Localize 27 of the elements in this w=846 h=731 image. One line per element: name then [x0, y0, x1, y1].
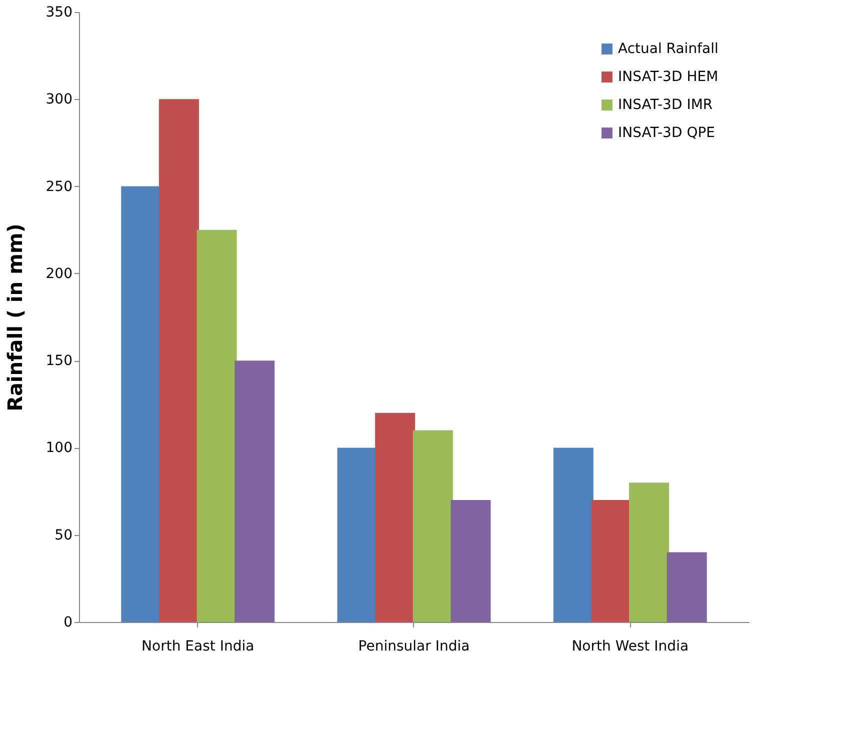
y-axis-title: Rainfall ( in mm): [2, 224, 27, 412]
bar: [196, 230, 237, 622]
y-tick-label: 100: [46, 440, 72, 456]
bar: [591, 500, 632, 622]
bar: [450, 500, 491, 622]
x-tick-label: North East India: [142, 638, 254, 654]
y-tick-label: 50: [54, 527, 72, 544]
y-tick-label: 350: [46, 4, 72, 20]
legend-label: INSAT-3D IMR: [618, 97, 713, 113]
y-tick-label: 300: [46, 92, 72, 108]
bar: [158, 99, 199, 622]
y-tick-label: 0: [64, 614, 72, 630]
bar: [412, 430, 453, 622]
x-tick-label: Peninsular India: [358, 638, 470, 654]
bar: [666, 552, 707, 622]
bar: [234, 360, 275, 622]
y-tick-label: 200: [46, 266, 72, 282]
bar: [629, 482, 670, 622]
legend-label: INSAT-3D HEM: [618, 69, 718, 85]
legend-label: Actual Rainfall: [618, 41, 718, 57]
bar: [375, 412, 416, 622]
legend-label: INSAT-3D QPE: [618, 125, 716, 141]
bar: [337, 448, 378, 622]
bar: [553, 448, 594, 622]
y-tick-label: 250: [46, 178, 72, 195]
x-tick-label: North West India: [572, 638, 689, 654]
y-tick-label: 150: [46, 353, 72, 370]
